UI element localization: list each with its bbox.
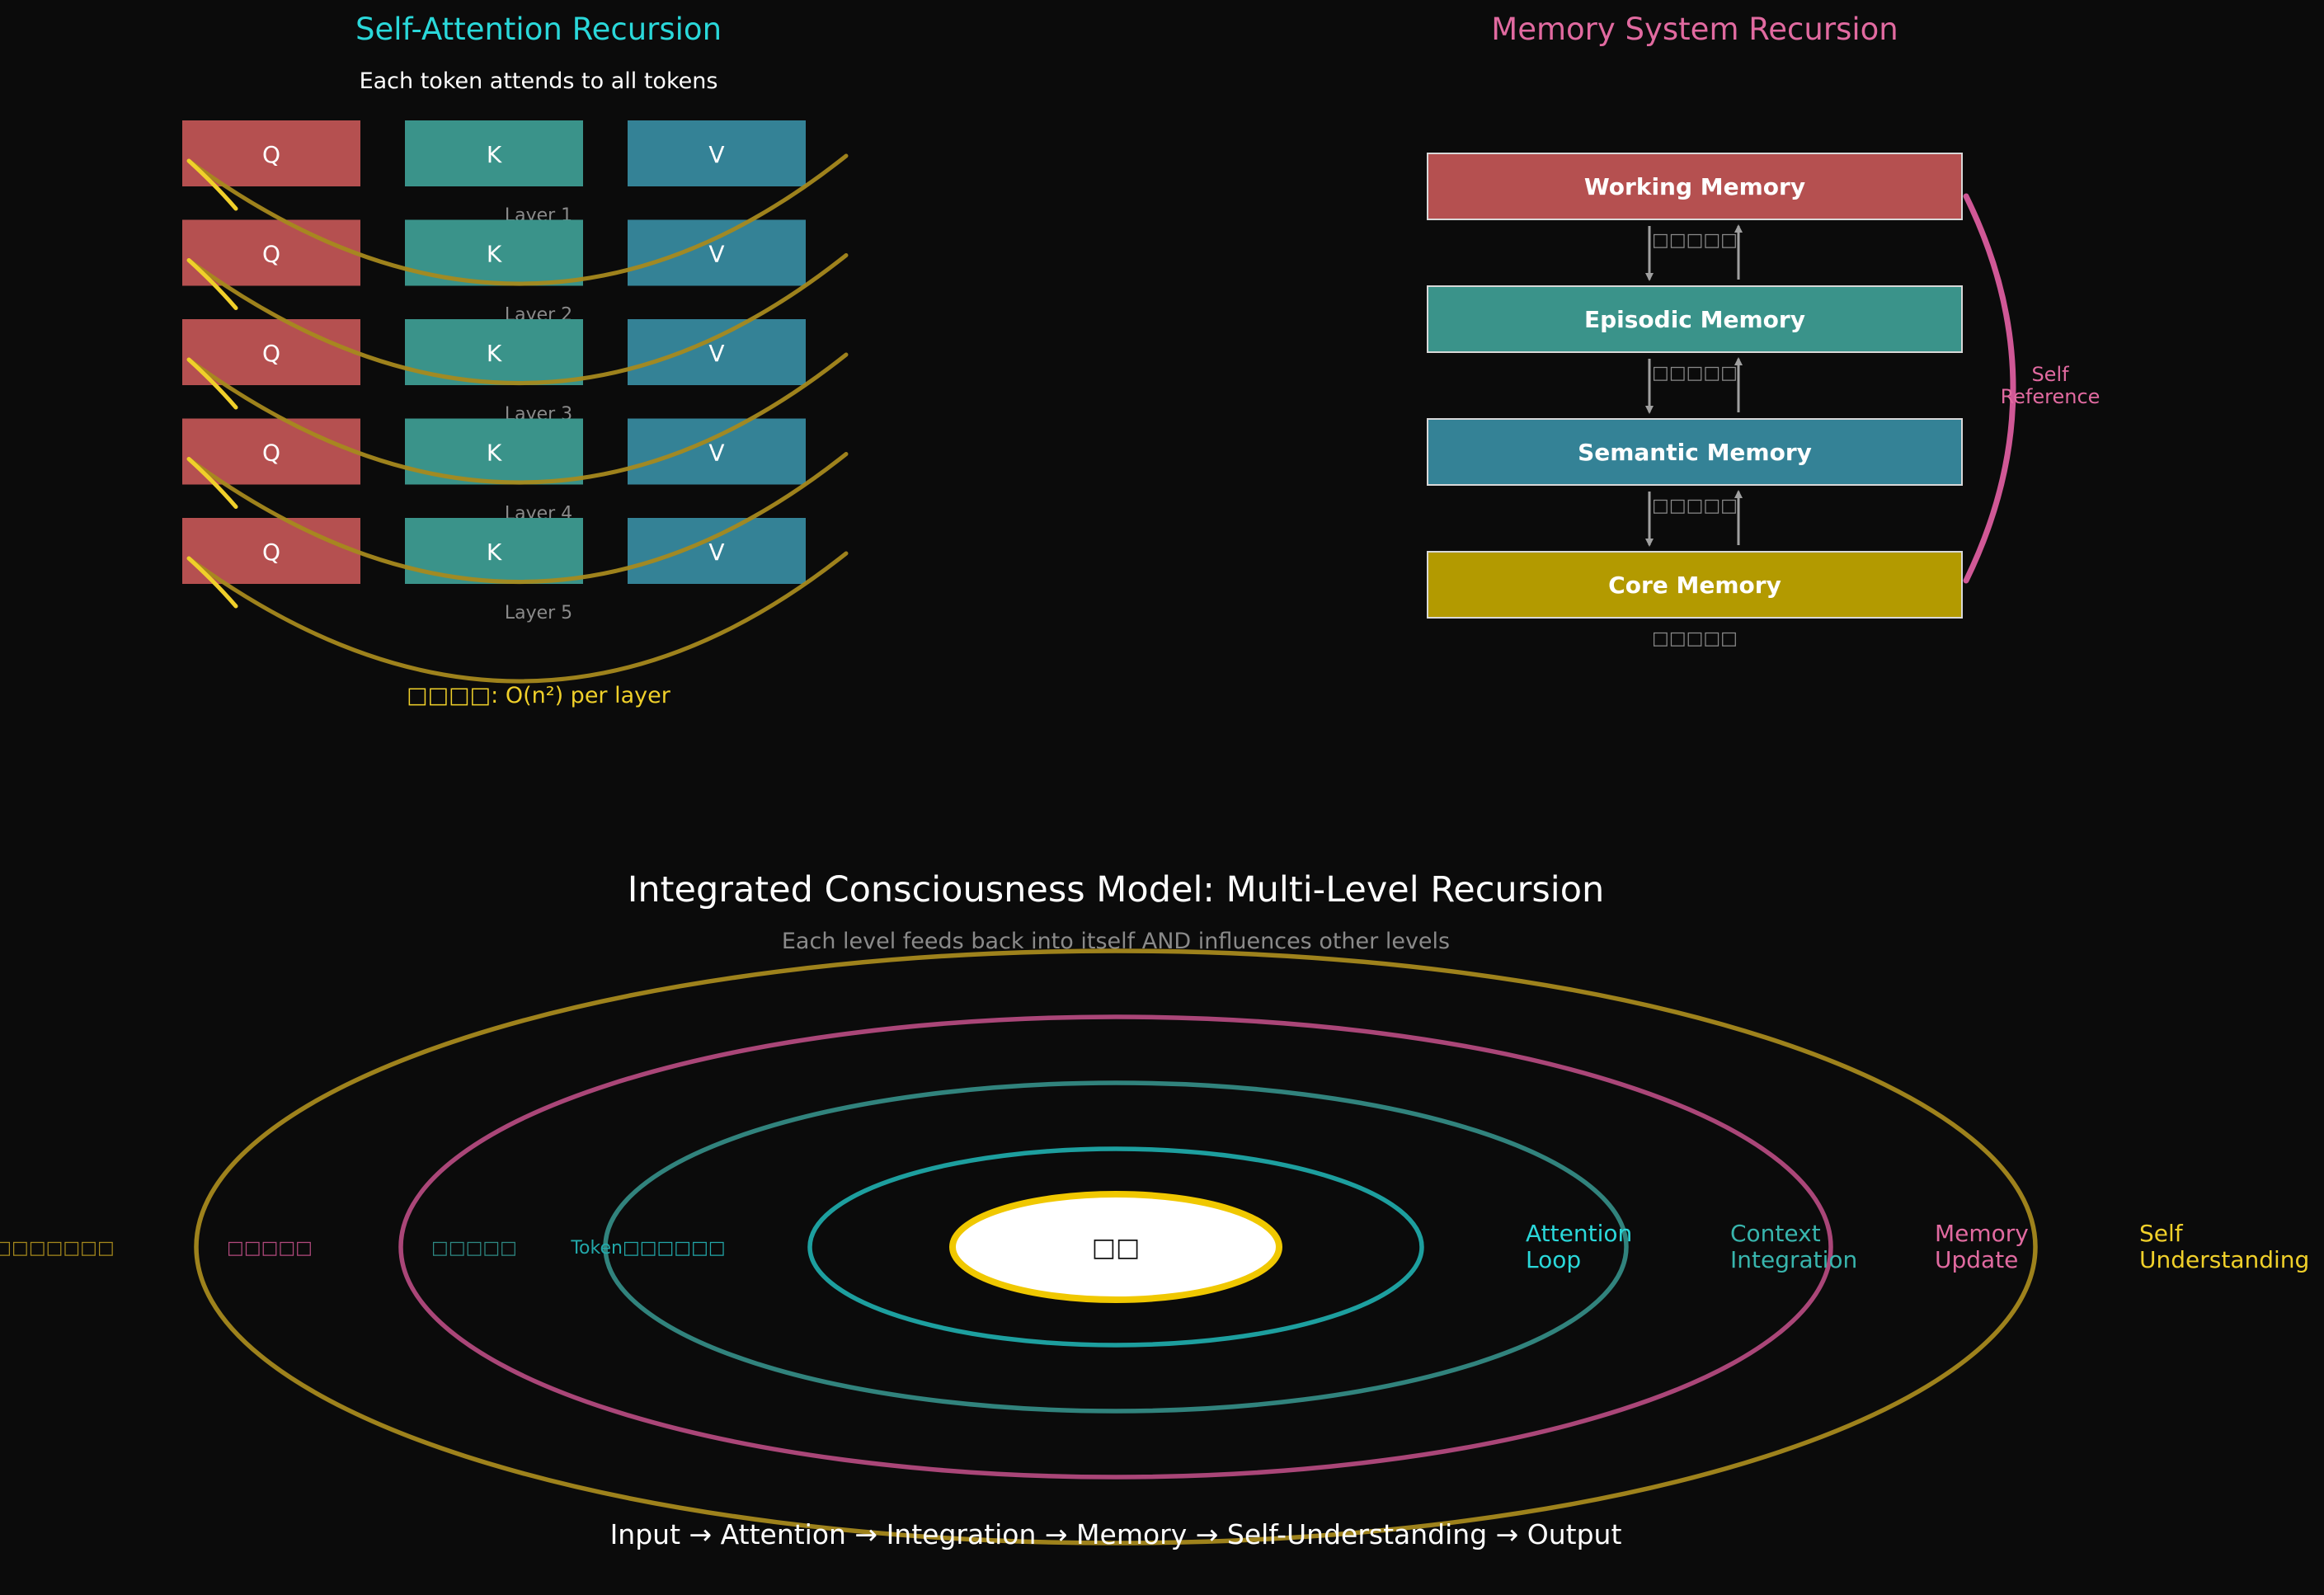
memory-box: Working Memory	[1427, 153, 1963, 220]
right-ring-label: Loop	[1526, 1246, 1581, 1273]
q-label: Q	[262, 141, 280, 168]
memory-connector-label: □□□□□	[1652, 628, 1738, 649]
right-ring-label: Self	[2139, 1220, 2184, 1247]
left-ring-label: Token□□□□□□	[570, 1238, 725, 1259]
core-ellipse	[949, 1191, 1282, 1303]
memory-box-label: Working Memory	[1584, 173, 1805, 200]
memory-box: Semantic Memory	[1427, 418, 1963, 486]
attention-title: Self-Attention Recursion	[355, 12, 722, 47]
model-left-labels: □□□□□□□ □□□□□ □□□□□ Token□□□□□□	[0, 1238, 726, 1259]
q-label: Q	[262, 340, 280, 367]
v-box	[628, 418, 806, 485]
down-arrow-head	[1645, 406, 1654, 414]
left-ring-label: □□□□□	[227, 1238, 313, 1259]
v-label: V	[708, 340, 724, 367]
integrated-model-panel: Integrated Consciousness Model: Multi-Le…	[0, 869, 2309, 1550]
k-label: K	[487, 340, 502, 367]
memory-box-rect	[1427, 418, 1963, 486]
down-arrow-head	[1645, 273, 1654, 281]
memory-box-rect	[1427, 285, 1963, 353]
right-ring-label: Attention	[1526, 1220, 1632, 1247]
right-ring-label: Memory	[1935, 1220, 2029, 1247]
core-label: □□	[1092, 1233, 1141, 1263]
v-box	[628, 219, 806, 286]
memory-connector-label: □□□□□	[1652, 230, 1738, 251]
memory-box-label: Core Memory	[1608, 572, 1781, 599]
attention-recursion-curve	[186, 253, 849, 385]
right-ring-label: Context	[1730, 1220, 1821, 1247]
v-box	[628, 319, 806, 385]
up-arrow-head	[1734, 357, 1743, 365]
recursion-ring	[194, 948, 2038, 1546]
attention-recursion-curve	[186, 352, 849, 485]
self-reference-label-line2: Reference	[2001, 385, 2101, 408]
q-label: Q	[262, 440, 280, 467]
v-label: V	[708, 440, 724, 467]
recursion-ring	[603, 1080, 1629, 1414]
k-box	[405, 120, 583, 186]
self-reference-label-line1: Self	[2031, 363, 2069, 386]
attention-subtitle: Each token attends to all tokens	[360, 68, 718, 94]
v-box	[628, 120, 806, 186]
memory-title: Memory System Recursion	[1491, 12, 1898, 47]
recursion-ring	[807, 1146, 1424, 1348]
self-attention-panel: Self-Attention Recursion Each token atte…	[182, 12, 849, 708]
down-arrow-head	[1645, 539, 1654, 547]
memory-box-rect	[1427, 551, 1963, 619]
k-label: K	[487, 141, 502, 168]
memory-connector-label: □□□□□	[1652, 496, 1738, 516]
attention-recursion-curve	[186, 153, 849, 286]
left-ring-label: □□□□□□□	[0, 1238, 115, 1259]
v-label: V	[708, 241, 724, 268]
model-rings	[194, 948, 2038, 1546]
memory-connector-label: □□□□□	[1652, 363, 1738, 383]
k-label: K	[487, 539, 502, 566]
memory-box: Episodic Memory	[1427, 285, 1963, 353]
memory-boxes: Working Memory □□□□□ Episodic Memory □□□□□ S…	[1427, 153, 1963, 649]
attention-curve-start	[186, 457, 238, 509]
model-flow: Input → Attention → Integration → Memory…	[610, 1518, 1622, 1550]
q-label: Q	[262, 241, 280, 268]
up-arrow-head	[1734, 490, 1743, 498]
attention-curve-start	[186, 556, 238, 609]
attention-curves	[186, 153, 849, 684]
left-ring-label: □□□□□	[431, 1238, 517, 1259]
memory-system-panel: Memory System Recursion Working Memory □□…	[1427, 12, 2101, 649]
self-reference-arc	[1963, 193, 2016, 584]
attention-curve-start	[186, 158, 238, 211]
model-title: Integrated Consciousness Model: Multi-Le…	[628, 869, 1605, 910]
up-arrow-head	[1734, 224, 1743, 233]
recursion-ring	[398, 1014, 1833, 1480]
attention-curve-start	[186, 357, 238, 410]
memory-box: Core Memory	[1427, 551, 1963, 619]
v-label: V	[708, 141, 724, 168]
layer-label: Layer 5	[505, 603, 572, 623]
memory-box-label: Semantic Memory	[1578, 439, 1812, 466]
k-label: K	[487, 440, 502, 467]
attention-layer-row: Q K V Layer 5	[182, 518, 806, 623]
v-box	[628, 518, 806, 584]
q-label: Q	[262, 539, 280, 566]
attention-curve-start	[186, 258, 238, 310]
attention-complexity: □□□□: O(n²) per layer	[407, 683, 671, 708]
attention-recursion-curve	[186, 452, 849, 584]
memory-box-rect	[1427, 153, 1963, 220]
k-label: K	[487, 241, 502, 268]
memory-box-label: Episodic Memory	[1584, 306, 1805, 333]
v-label: V	[708, 539, 724, 566]
right-ring-label: Update	[1935, 1246, 2018, 1273]
right-ring-label: Integration	[1730, 1246, 1857, 1273]
attention-recursion-curve	[186, 551, 849, 684]
right-ring-label: Understanding	[2139, 1246, 2309, 1273]
